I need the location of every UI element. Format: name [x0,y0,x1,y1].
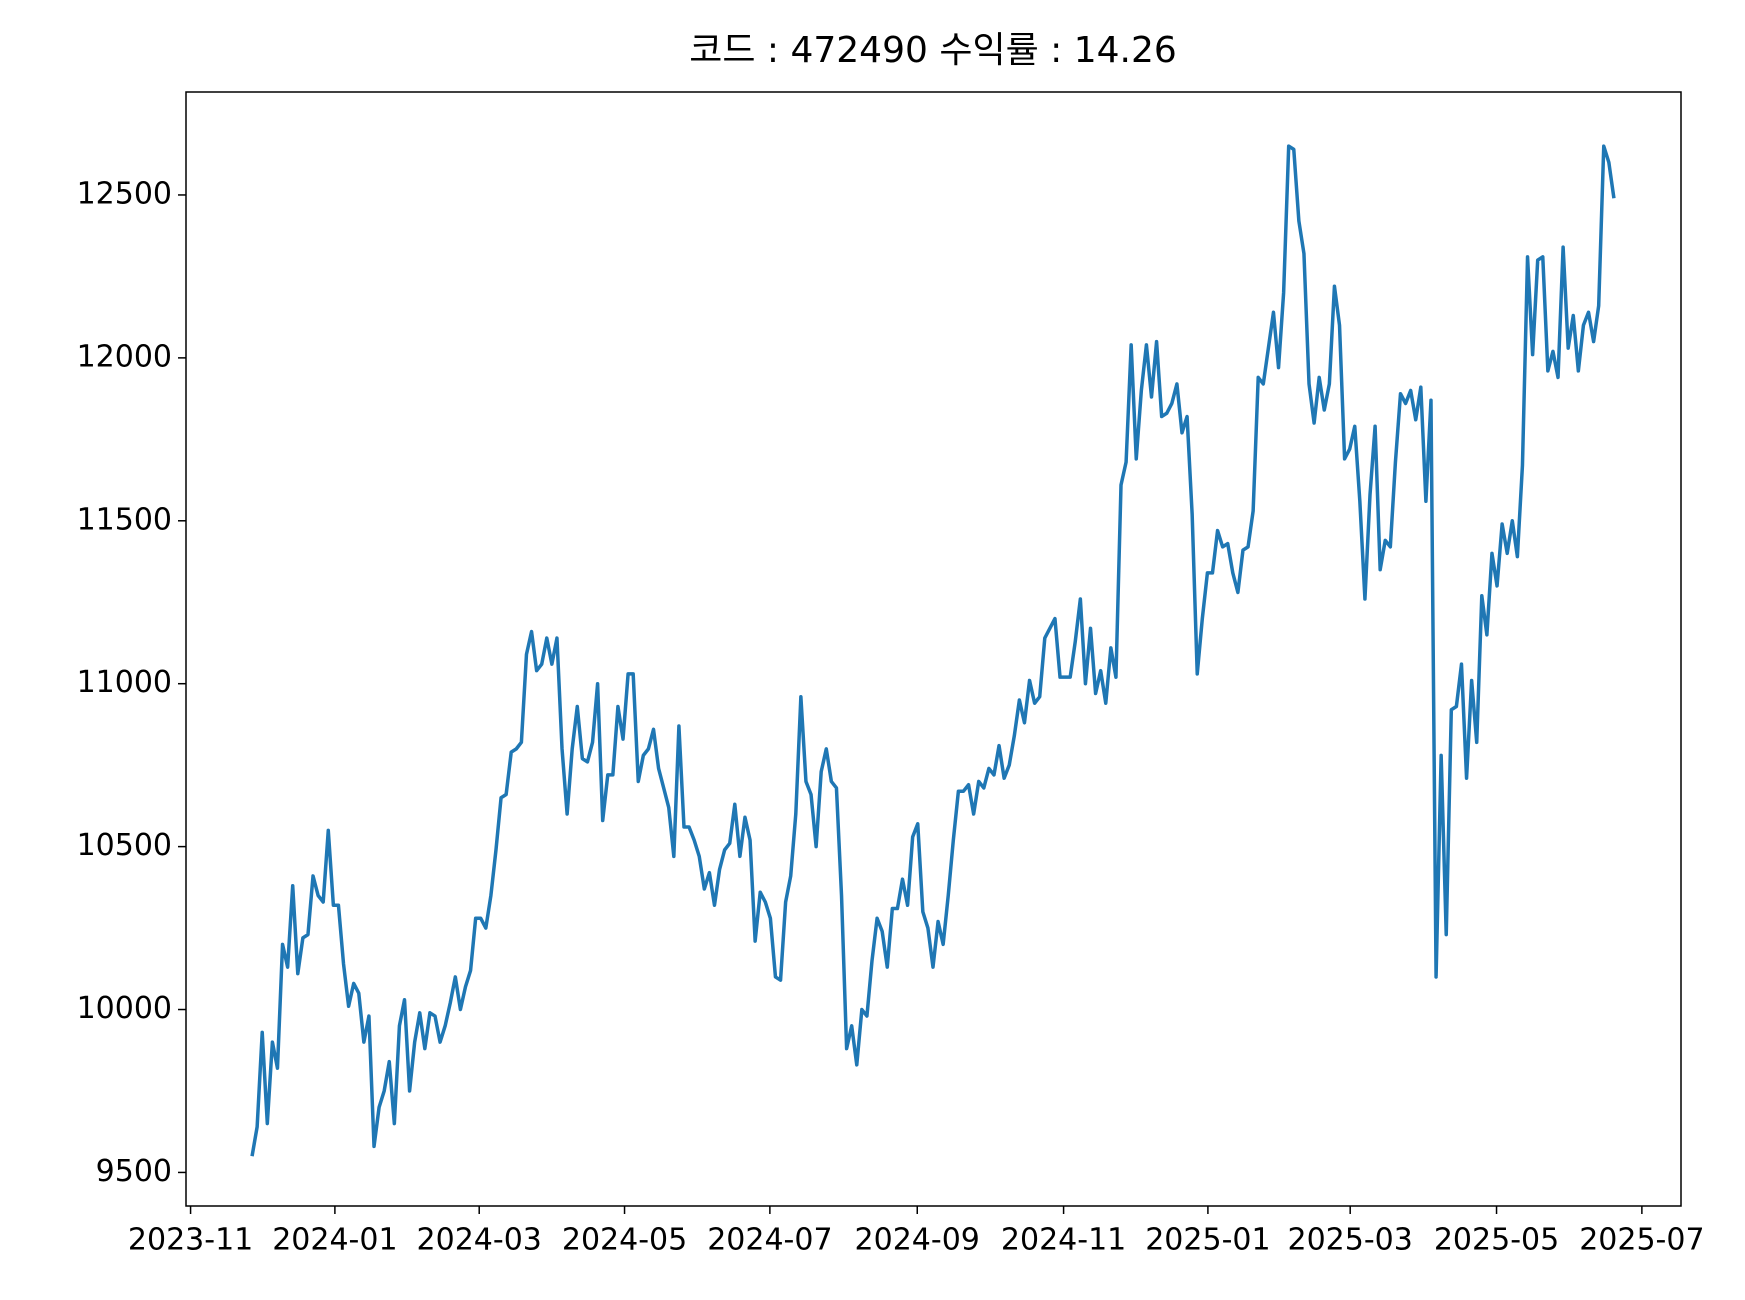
x-tick-label: 2024-09 [855,1223,980,1258]
x-tick-label: 2023-11 [128,1223,253,1258]
x-tick-label: 2024-05 [562,1223,687,1258]
x-tick-label: 2024-01 [272,1223,397,1258]
x-tick-label: 2025-03 [1288,1223,1413,1258]
x-tick-label: 2024-11 [1001,1223,1126,1258]
y-tick-label: 10000 [77,991,172,1026]
y-tick-label: 9500 [96,1154,172,1189]
x-tick-label: 2025-07 [1579,1223,1704,1258]
x-tick-label: 2024-03 [417,1223,542,1258]
x-tick-label: 2025-01 [1145,1223,1270,1258]
x-tick-label: 2025-05 [1434,1223,1559,1258]
y-tick-label: 11500 [77,502,172,537]
plot-frame [185,91,1682,1207]
price-line [250,144,1616,1157]
y-tick-label: 11000 [77,665,172,700]
y-tick-label: 12000 [77,339,172,374]
y-tick-label: 12500 [77,176,172,211]
chart-title: 코드 : 472490 수익률 : 14.26 [689,30,1177,71]
x-tick-label: 2024-07 [707,1223,832,1258]
y-tick-label: 10500 [77,828,172,863]
